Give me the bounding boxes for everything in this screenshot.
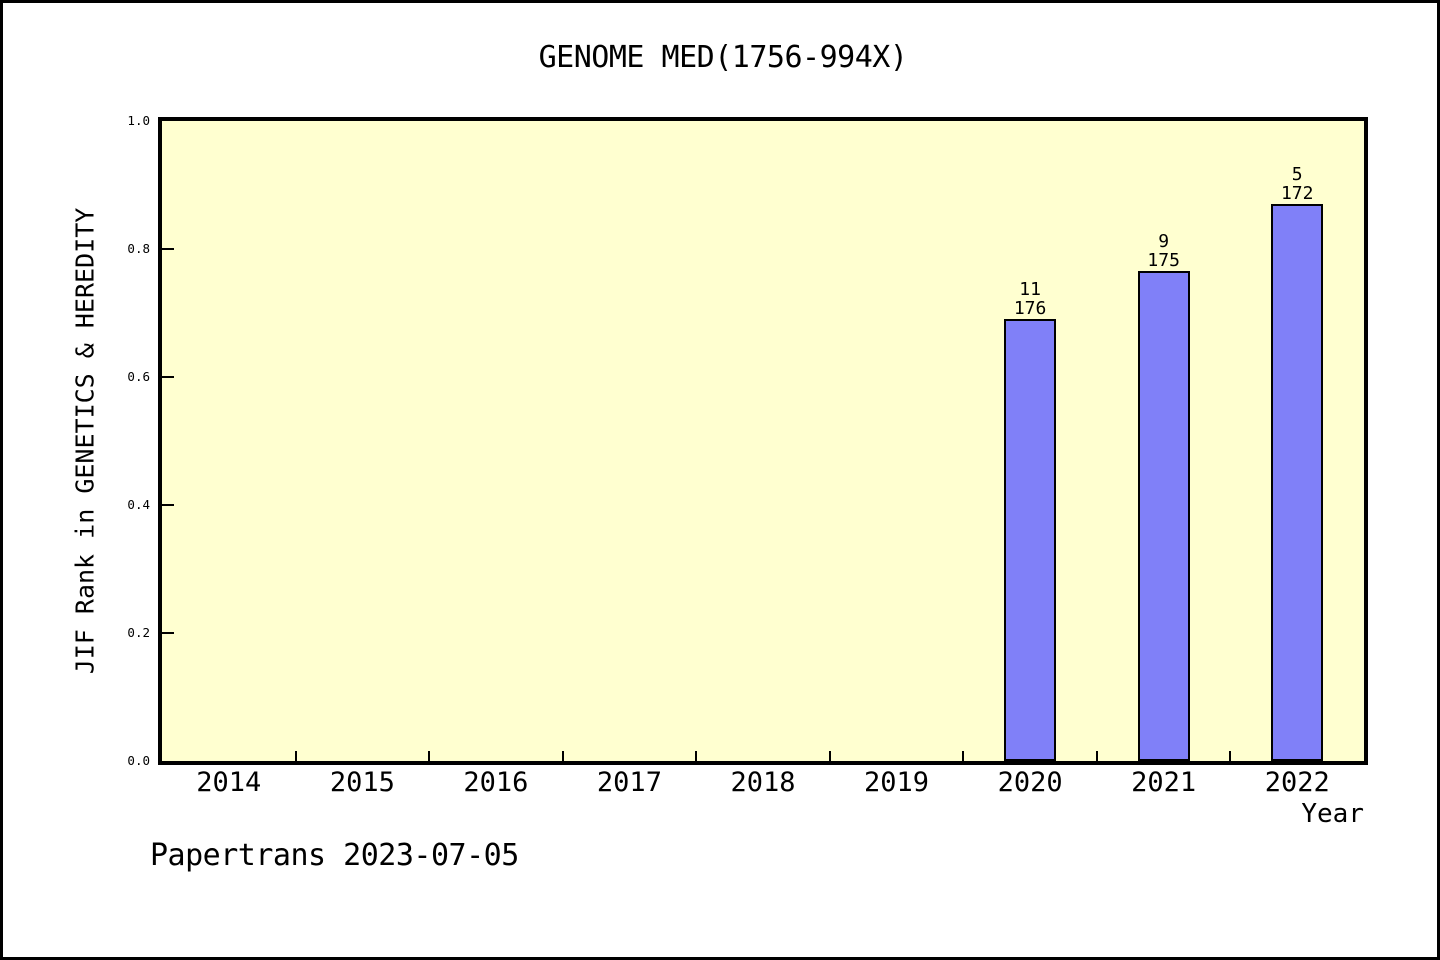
bar-2021 (1137, 271, 1190, 761)
chart-title: GENOME MED(1756-994X) (538, 40, 908, 75)
x-tick-label: 2015 (329, 767, 395, 798)
y-tick-label: 0.4 (127, 497, 150, 512)
x-tick-mark (1229, 751, 1232, 761)
y-tick-label: 0.6 (127, 369, 150, 384)
x-tick-mark (428, 751, 431, 761)
bar-label-2021: 9 175 (1104, 231, 1224, 271)
x-tick-mark (828, 751, 831, 761)
x-tick-mark (1095, 751, 1098, 761)
bar-2020 (1004, 319, 1057, 761)
x-tick-mark (294, 751, 297, 761)
x-tick-label: 2017 (596, 767, 662, 798)
y-tick-mark (162, 632, 174, 634)
x-tick-label: 2014 (196, 767, 262, 798)
x-axis-title: Year (1301, 799, 1364, 829)
x-tick-label: 2021 (1131, 767, 1197, 798)
bar-label-total: 175 (1147, 249, 1180, 271)
bar-2022 (1271, 204, 1324, 761)
x-tick-label: 2018 (730, 767, 796, 798)
watermark-text: Papertrans 2023-07-05 (150, 838, 519, 873)
x-tick-label: 2022 (1264, 767, 1330, 798)
bar-label-total: 176 (1013, 297, 1047, 319)
y-tick-label: 0.0 (127, 753, 150, 768)
bar-label-2020: 11 176 (970, 279, 1090, 319)
bar-label-2022: 5 172 (1237, 164, 1357, 204)
x-tick-label: 2020 (997, 767, 1063, 798)
x-tick-label: 2016 (463, 767, 529, 798)
y-axis-title: JIF Rank in GENETICS & HEREDITY (70, 207, 100, 675)
x-tick-mark (695, 751, 698, 761)
bar-label-rank: 5 (1291, 164, 1303, 185)
x-tick-label: 2019 (864, 767, 930, 798)
y-tick-label: 0.8 (127, 241, 150, 256)
plot-area: 11 176 9 175 5 172 (158, 117, 1368, 765)
bar-label-rank: 9 (1158, 231, 1170, 252)
y-tick-label: 1.0 (127, 113, 150, 128)
y-tick-mark (162, 376, 174, 378)
y-tick-label: 0.2 (127, 625, 150, 640)
x-tick-mark (962, 751, 965, 761)
bar-label-rank: 11 (1019, 279, 1041, 300)
bar-label-total: 172 (1280, 182, 1314, 204)
y-tick-mark (162, 504, 174, 506)
x-tick-mark (561, 751, 564, 761)
y-tick-mark (162, 248, 174, 250)
